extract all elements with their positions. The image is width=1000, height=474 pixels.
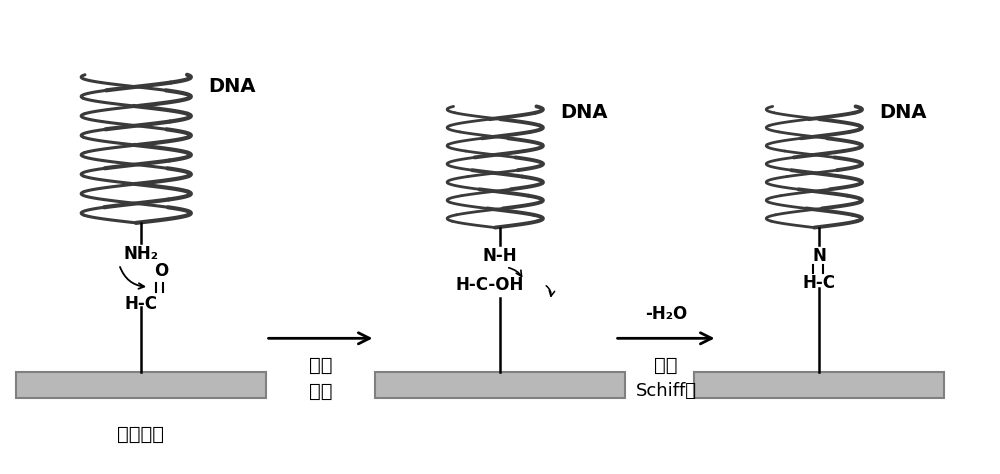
Text: Schiff熇: Schiff熇 [636, 382, 697, 400]
Text: 醉基基片: 醉基基片 [118, 425, 164, 444]
Text: N-H: N-H [483, 247, 517, 265]
Text: 连接: 连接 [309, 382, 332, 401]
Text: H-C: H-C [803, 274, 836, 292]
Text: N: N [812, 247, 826, 265]
Text: O: O [154, 262, 168, 280]
Bar [16, 373, 266, 398]
Text: 共价: 共价 [309, 356, 332, 375]
Text: DNA: DNA [879, 103, 926, 122]
Text: 形成: 形成 [654, 356, 678, 375]
Text: DNA: DNA [560, 103, 607, 122]
Bar [375, 373, 625, 398]
Text: H-C-OH: H-C-OH [456, 276, 524, 294]
Text: DNA: DNA [208, 77, 255, 96]
Text: NH₂: NH₂ [124, 245, 158, 263]
Text: -H₂O: -H₂O [645, 305, 687, 323]
Text: H-C: H-C [124, 295, 158, 313]
Bar [694, 373, 944, 398]
